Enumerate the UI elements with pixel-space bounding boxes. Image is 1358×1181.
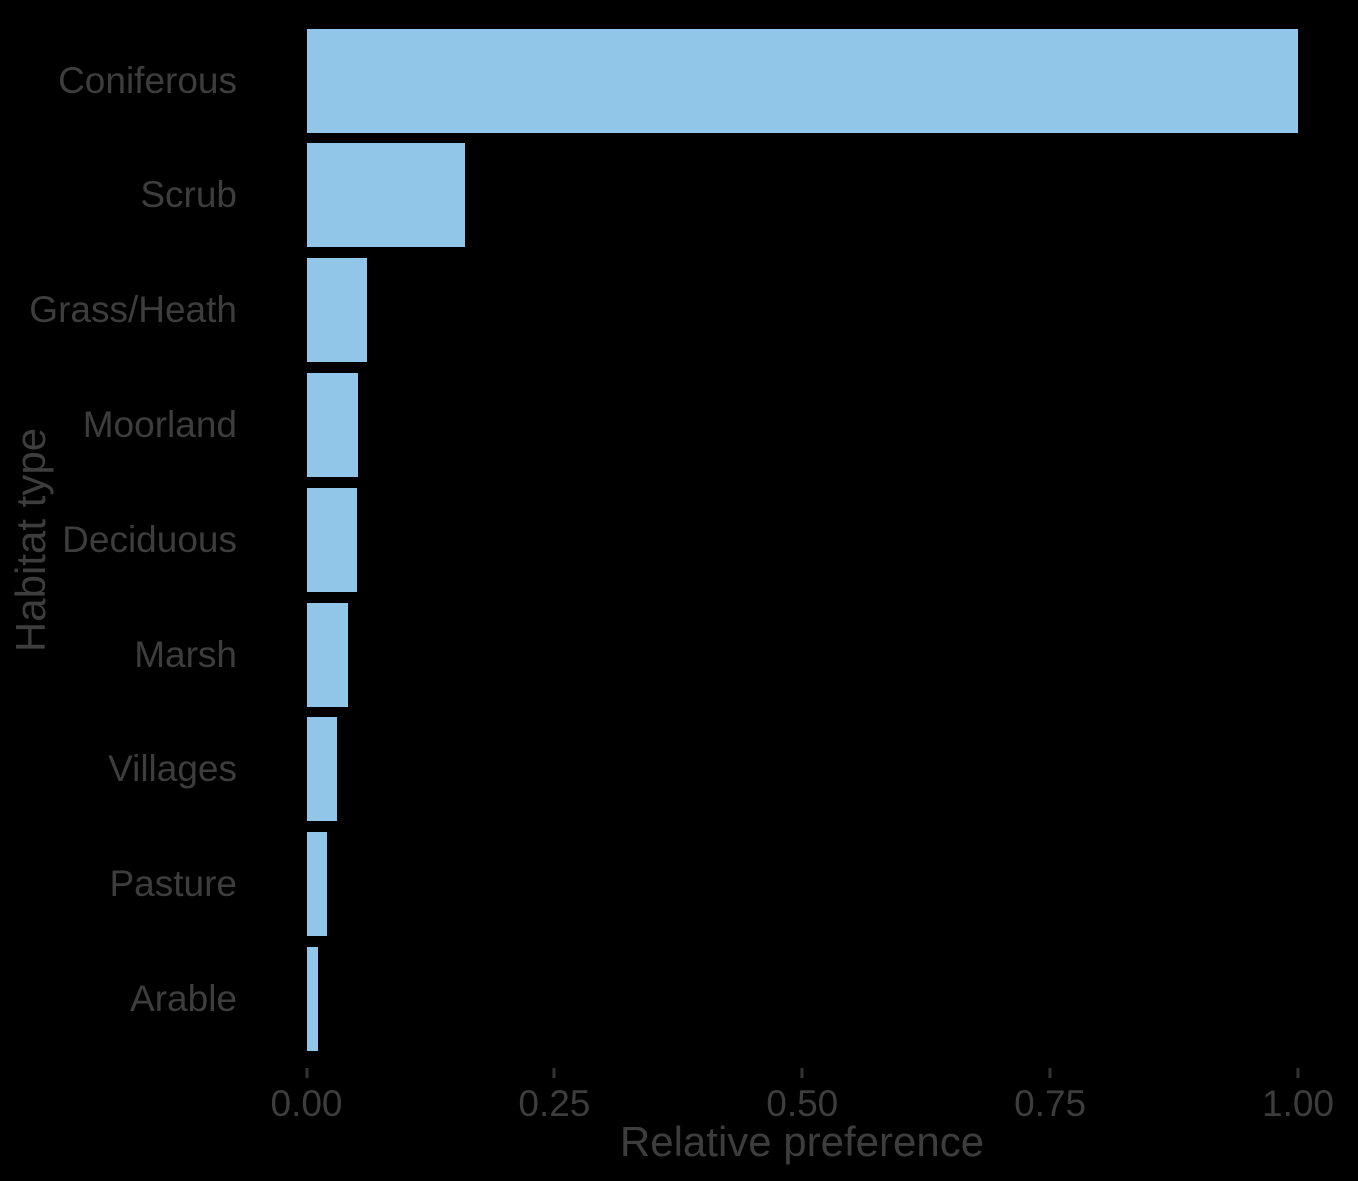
x-tick-label: 0.25	[518, 1083, 591, 1124]
y-tick-label: Grass/Heath	[29, 289, 237, 331]
y-tick-label: Arable	[130, 978, 237, 1020]
x-tick-label: 1.00	[1261, 1083, 1335, 1124]
x-tick-mark	[552, 1068, 556, 1078]
bar	[306, 143, 466, 248]
x-tick-label: 0.50	[766, 1083, 839, 1124]
y-tick-label: Villages	[108, 748, 237, 790]
y-tick-label: Marsh	[134, 633, 237, 675]
y-tick-label: Scrub	[140, 174, 237, 216]
y-tick-label: Deciduous	[62, 518, 237, 560]
y-tick-label: Coniferous	[58, 59, 237, 101]
y-tick-label: Pasture	[109, 863, 237, 905]
bar	[306, 832, 328, 937]
bar	[306, 947, 319, 1052]
bar	[306, 28, 1298, 133]
bar	[306, 717, 338, 822]
bar	[306, 258, 367, 363]
x-tick-mark	[1048, 1068, 1052, 1078]
x-tick-label: 0.75	[1014, 1083, 1087, 1124]
bar	[306, 372, 359, 477]
bar	[306, 487, 358, 592]
x-tick-mark	[305, 1068, 308, 1078]
x-tick-mark	[1296, 1068, 1300, 1078]
x-tick-mark	[800, 1068, 804, 1078]
x-axis-title: Relative preference	[619, 1118, 985, 1165]
x-tick-label: 0.00	[270, 1083, 343, 1124]
y-tick-label: Moorland	[82, 403, 237, 445]
bar	[306, 602, 349, 707]
